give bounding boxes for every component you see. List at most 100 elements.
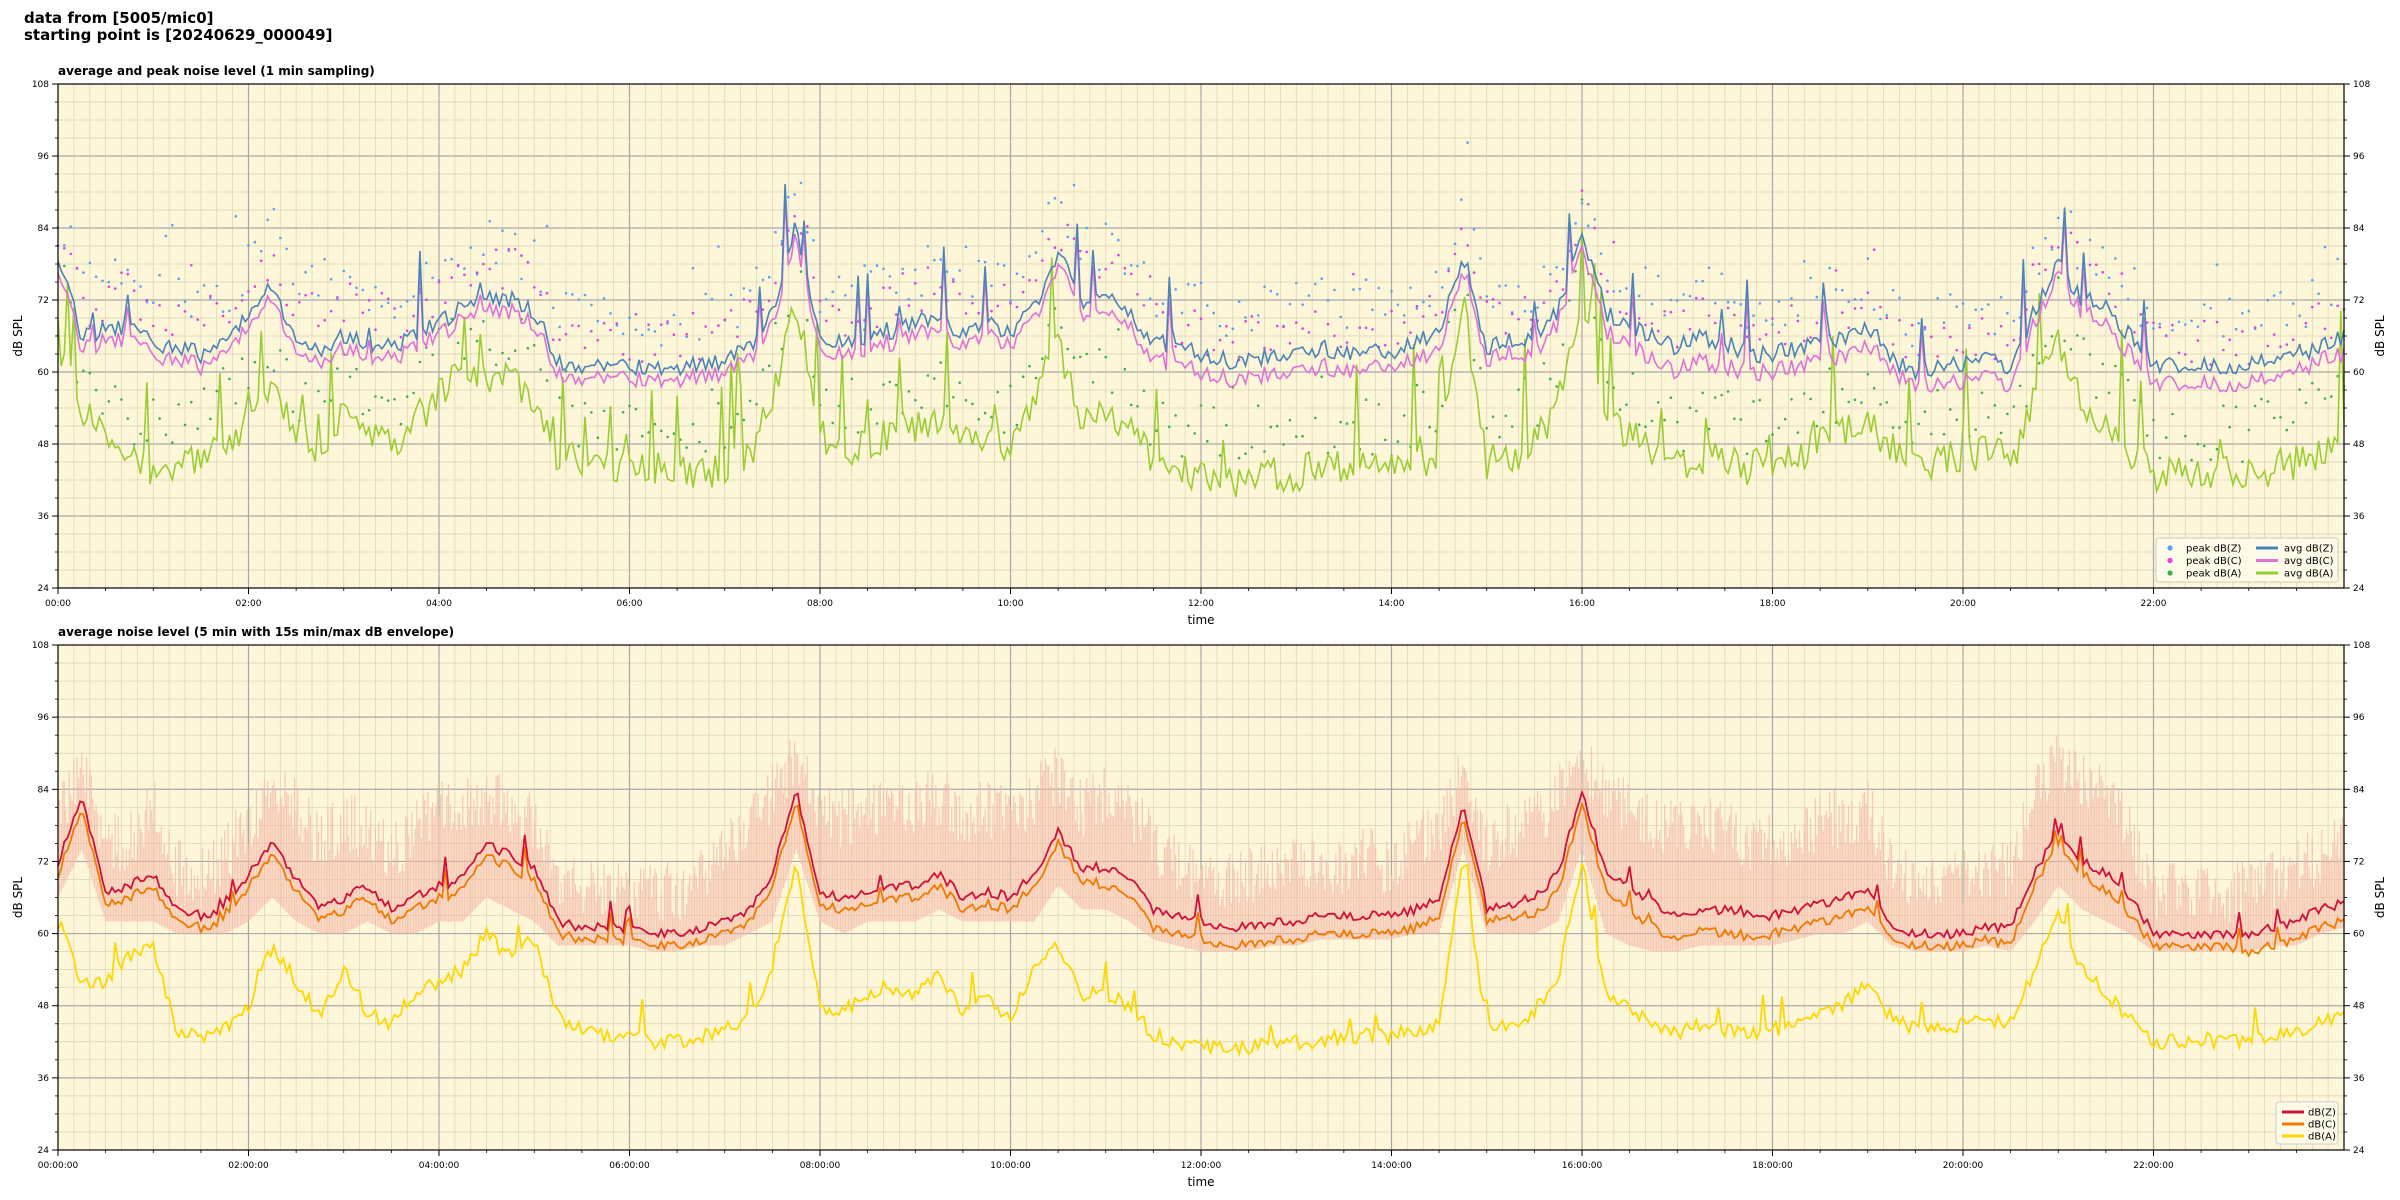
peak-a-point: [386, 399, 390, 402]
y-tick-label-right: 36: [2353, 1074, 2365, 1084]
peak-c-point: [539, 293, 542, 297]
peak-a-point: [323, 400, 327, 403]
peak-z-point: [945, 270, 949, 274]
peak-z-point: [1180, 311, 1184, 315]
peak-z-point: [2272, 294, 2276, 297]
y-tick-label-left: 36: [38, 512, 50, 522]
peak-a-point: [247, 386, 250, 390]
peak-z-point: [672, 313, 676, 317]
peak-c-point: [640, 360, 644, 363]
peak-c-point: [761, 308, 765, 312]
peak-z-point: [1339, 315, 1342, 319]
peak-z-point: [1460, 198, 1463, 201]
peak-a-point: [1885, 401, 1889, 404]
peak-z-point: [399, 305, 403, 308]
peak-a-point: [1250, 446, 1254, 449]
peak-a-point: [1301, 434, 1304, 438]
legend-marker-peak: [2167, 545, 2173, 551]
peak-c-point: [977, 311, 980, 315]
peak-z-point: [1218, 324, 1222, 328]
peak-a-point: [1333, 445, 1336, 449]
peak-a-point: [139, 432, 142, 436]
peak-c-point: [1758, 338, 1762, 341]
peak-c-point: [2291, 338, 2295, 342]
peak-z-point: [2323, 245, 2327, 249]
peak-z-point: [1002, 264, 1006, 267]
peak-z-point: [164, 234, 168, 238]
peak-c-point: [405, 329, 409, 333]
peak-z-point: [1707, 266, 1711, 270]
peak-z-point: [1237, 300, 1241, 304]
peak-z-point: [1466, 141, 1469, 144]
peak-z-point: [298, 292, 301, 296]
peak-a-point: [1783, 417, 1787, 421]
peak-c-point: [907, 304, 911, 307]
peak-z-point: [2247, 309, 2251, 313]
peak-a-point: [1142, 389, 1146, 393]
peak-a-point: [2018, 384, 2022, 388]
peak-a-point: [183, 423, 187, 427]
c-line: [57, 801, 2345, 958]
peak-c-point: [1129, 272, 1133, 276]
peak-a-point: [63, 264, 66, 268]
y-tick-label-left: 60: [38, 368, 50, 378]
peak-c-point: [1504, 331, 1508, 335]
peak-z-point: [920, 294, 923, 297]
peak-c-point: [164, 328, 168, 332]
legend: dB(Z)dB(C)dB(A): [2275, 1101, 2339, 1145]
peak-z-point: [2044, 236, 2047, 240]
peak-a-point: [634, 407, 638, 411]
peak-z-point: [901, 267, 904, 271]
legend-label: peak dB(A): [2186, 569, 2242, 580]
data-source-label: data from [5005/mic0]: [24, 9, 214, 27]
peak-z-point: [882, 267, 885, 271]
peak-z-point: [1041, 230, 1044, 233]
peak-a-point: [1009, 384, 1012, 388]
peak-z-point: [647, 328, 650, 331]
peak-a-point: [418, 360, 422, 364]
peak-c-point: [1790, 304, 1793, 307]
peak-z-point: [1968, 324, 1971, 327]
peak-z-point: [1517, 285, 1520, 288]
peak-c-point: [2120, 272, 2124, 275]
peak-a-point: [1295, 435, 1298, 438]
peak-c-point: [2311, 305, 2314, 309]
peak-z-point: [1199, 281, 1203, 285]
peak-z-point: [558, 325, 561, 329]
peak-c-point: [1485, 300, 1489, 303]
peak-c-point: [1123, 267, 1127, 270]
x-tick-label: 18:00: [1760, 599, 1786, 609]
peak-a-point: [2057, 276, 2060, 279]
peak-c-point: [1993, 357, 1997, 361]
peak-c-point: [1415, 304, 1419, 308]
peak-a-point: [1396, 440, 1400, 443]
peak-z-point: [806, 230, 809, 234]
peak-c-point: [1841, 311, 1844, 314]
peak-a-point: [2006, 412, 2009, 416]
peak-a-point: [1853, 398, 1857, 402]
peak-z-point: [1695, 280, 1698, 283]
peak-z-point: [329, 278, 333, 281]
peak-a-point: [120, 398, 123, 401]
peak-z-point: [729, 293, 733, 297]
peak-c-point: [2133, 331, 2136, 334]
peak-c-point: [152, 324, 155, 328]
peak-z-point: [380, 305, 384, 308]
peak-a-point: [1263, 450, 1266, 453]
peak-c-point: [723, 318, 727, 321]
x-tick-label: 22:00: [2141, 599, 2167, 609]
peak-a-point: [2069, 348, 2073, 351]
peak-a-point: [1098, 348, 1101, 351]
peak-a-point: [894, 383, 898, 387]
peak-c-point: [1904, 355, 1908, 359]
peak-a-point: [405, 395, 409, 398]
peak-z-point: [177, 277, 180, 281]
peak-a-point: [1441, 404, 1444, 408]
y-tick-label-left: 72: [38, 296, 49, 306]
peak-a-point: [1942, 432, 1946, 436]
peak-z-point: [793, 193, 796, 196]
peak-a-point: [1079, 355, 1082, 359]
peak-z-point: [2311, 278, 2314, 282]
peak-a-point: [825, 388, 828, 392]
peak-c-point: [1256, 321, 1260, 324]
